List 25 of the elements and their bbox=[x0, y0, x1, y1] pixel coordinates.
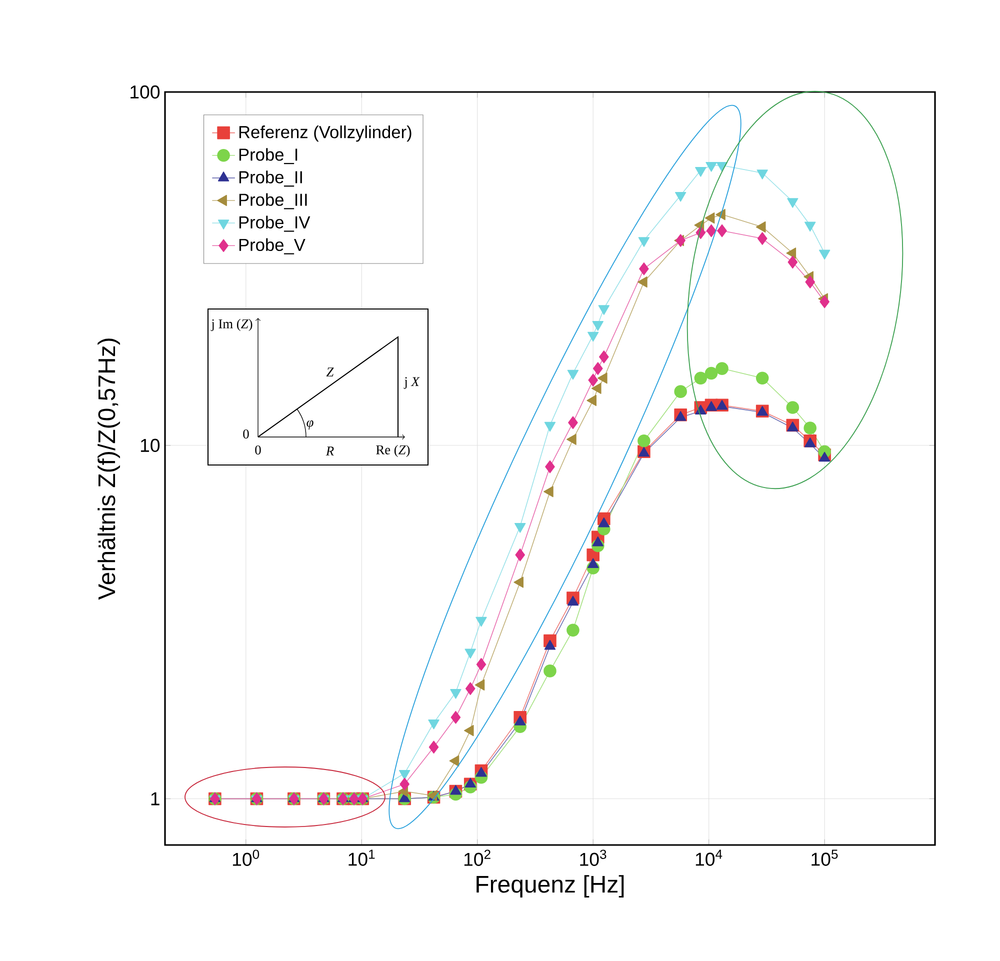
y-tick-label: 100 bbox=[130, 85, 160, 99]
x-tick-label: 10$^{4}$ bbox=[696, 850, 722, 866]
y-tick-label: 1 bbox=[151, 792, 160, 806]
legend-label: Referenz (Vollzylinder) bbox=[239, 126, 412, 142]
annotation: φ bbox=[306, 420, 314, 430]
legend-label: Probe_V bbox=[239, 238, 306, 254]
x-tick-label: 10$^{0}$ bbox=[232, 850, 260, 866]
annotation: 0 bbox=[243, 430, 249, 438]
x-tick-label: 10$^{5}$ bbox=[812, 850, 838, 866]
annotation: 0 bbox=[255, 445, 261, 454]
legend-label: Probe_IV bbox=[239, 216, 310, 232]
y-axis-title: Verhältnis Z(f)/Z(0,57Hz) bbox=[98, 338, 120, 600]
annotation: Z bbox=[326, 368, 334, 376]
x-tick-label: 10$^{3}$ bbox=[580, 850, 606, 866]
legend-label: Probe_I bbox=[239, 148, 298, 164]
y-tick-label: 10 bbox=[140, 438, 160, 452]
legend-label: Probe_II bbox=[239, 170, 302, 187]
x-axis-title: Frequenz [Hz] bbox=[476, 875, 624, 898]
annotation: j Im (Z) bbox=[210, 318, 252, 332]
x-tick-label: 10$^{2}$ bbox=[464, 850, 490, 866]
annotation: Re (Z) bbox=[376, 444, 410, 458]
legend-label: Probe_III bbox=[239, 193, 307, 210]
x-tick-label: 10$^{1}$ bbox=[348, 850, 375, 866]
annotation: R bbox=[326, 446, 334, 456]
annotation: j X bbox=[404, 377, 420, 389]
